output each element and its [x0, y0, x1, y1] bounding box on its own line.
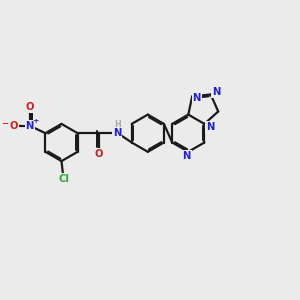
Text: N: N: [183, 151, 191, 161]
Text: N: N: [113, 128, 122, 138]
Text: N: N: [193, 93, 201, 103]
Text: Cl: Cl: [59, 174, 70, 184]
Text: O: O: [95, 149, 103, 159]
Text: H: H: [114, 120, 121, 129]
Text: +: +: [32, 118, 38, 124]
Text: O: O: [26, 102, 34, 112]
Text: −: −: [1, 119, 8, 128]
Text: N: N: [26, 121, 34, 131]
Text: N: N: [212, 87, 220, 97]
Text: N: N: [206, 122, 214, 132]
Text: O: O: [9, 121, 18, 131]
